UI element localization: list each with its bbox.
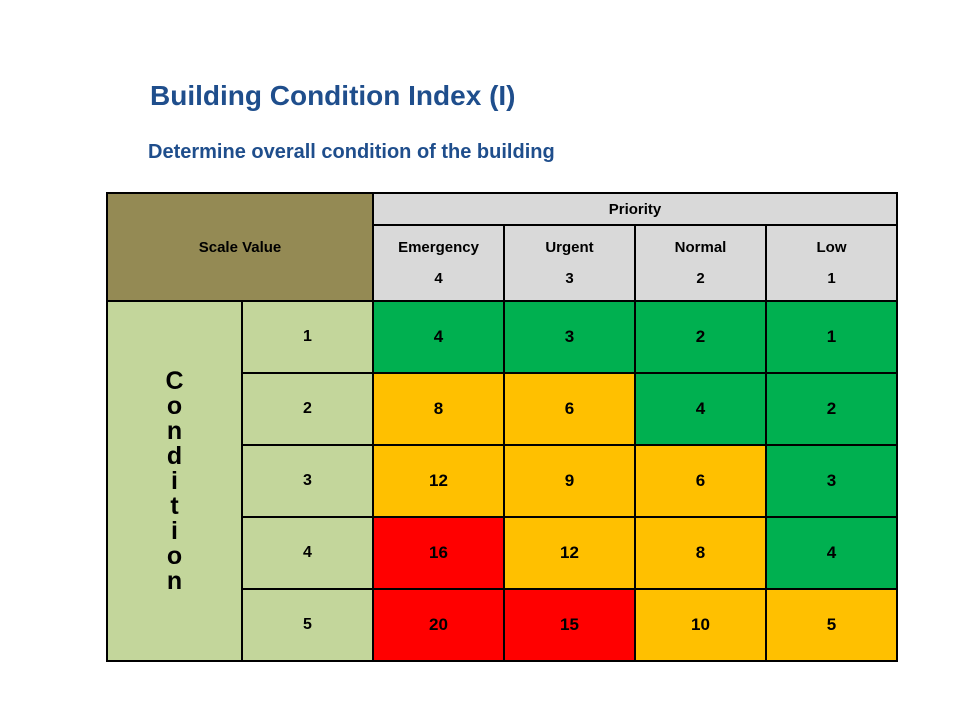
matrix-cell-r4-curgent: 12 [503,516,636,590]
matrix-cell-r4-clow: 4 [765,516,898,590]
condition-letter: o [166,391,183,420]
matrix-row-5: 5 20 15 10 5 [107,588,898,662]
matrix-cell-r2-clow: 2 [765,372,898,446]
scale-value-header: Scale Value [106,192,374,302]
matrix-cell-r1-clow: 1 [765,300,898,374]
matrix-cell-r5-curgent: 15 [503,588,636,662]
condition-letter: t [170,491,179,520]
matrix-cell-r4-cemergency: 16 [372,516,505,590]
slide-title: Building Condition Index (I) [150,80,516,111]
matrix-row-3: 3 12 9 6 3 [107,444,898,518]
condition-letter: C [165,366,184,395]
condition-letter: o [166,541,183,570]
matrix-cell-r3-cemergency: 12 [372,444,505,518]
condition-letter: n [166,566,183,595]
condition-letter: n [166,416,183,445]
condition-letter: i [171,516,178,545]
priority-column-header-urgent: Urgent 3 [503,224,636,302]
condition-scale-4: 4 [241,516,374,590]
priority-column-weight: 2 [696,269,705,287]
matrix-cell-r5-cemergency: 20 [372,588,505,662]
condition-letter: i [171,466,178,495]
matrix-row-4: 4 16 12 8 4 [107,516,898,590]
matrix-cell-r3-curgent: 9 [503,444,636,518]
priority-header: Priority [372,192,898,226]
matrix-cell-r2-cemergency: 8 [372,372,505,446]
priority-column-weight: 3 [565,269,574,287]
matrix-cell-r5-clow: 5 [765,588,898,662]
priority-column-header-emergency: Emergency 4 [372,224,505,302]
matrix-cell-r5-cnormal: 10 [634,588,767,662]
matrix-cell-r1-cemergency: 4 [372,300,505,374]
condition-scale-5: 5 [241,588,374,662]
condition-scale-2: 2 [241,372,374,446]
priority-column-label: Emergency [398,239,479,257]
matrix-cell-r3-cnormal: 6 [634,444,767,518]
priority-column-weight: 1 [827,269,836,287]
priority-column-weight: 4 [434,269,443,287]
priority-column-header-normal: Normal 2 [634,224,767,302]
condition-priority-matrix: Scale Value Priority Emergency 4 Urgent 3 No… [106,192,898,662]
condition-letter: d [166,441,183,470]
matrix-cell-r4-cnormal: 8 [634,516,767,590]
slide-subtitle: Determine overall condition of the build… [148,141,555,163]
matrix-cell-r2-cnormal: 4 [634,372,767,446]
priority-column-header-low: Low 1 [765,224,898,302]
matrix-cell-r3-clow: 3 [765,444,898,518]
priority-column-label: Urgent [545,239,594,257]
priority-column-label: Low [816,239,847,257]
matrix-cell-r2-curgent: 6 [503,372,636,446]
condition-scale-1: 1 [241,300,374,374]
matrix-cell-r1-cnormal: 2 [634,300,767,374]
priority-column-label: Normal [674,239,727,257]
matrix-cell-r1-curgent: 3 [503,300,636,374]
priority-columns-row: Emergency 4 Urgent 3 Normal 2 Low 1 [107,224,898,302]
condition-scale-3: 3 [241,444,374,518]
